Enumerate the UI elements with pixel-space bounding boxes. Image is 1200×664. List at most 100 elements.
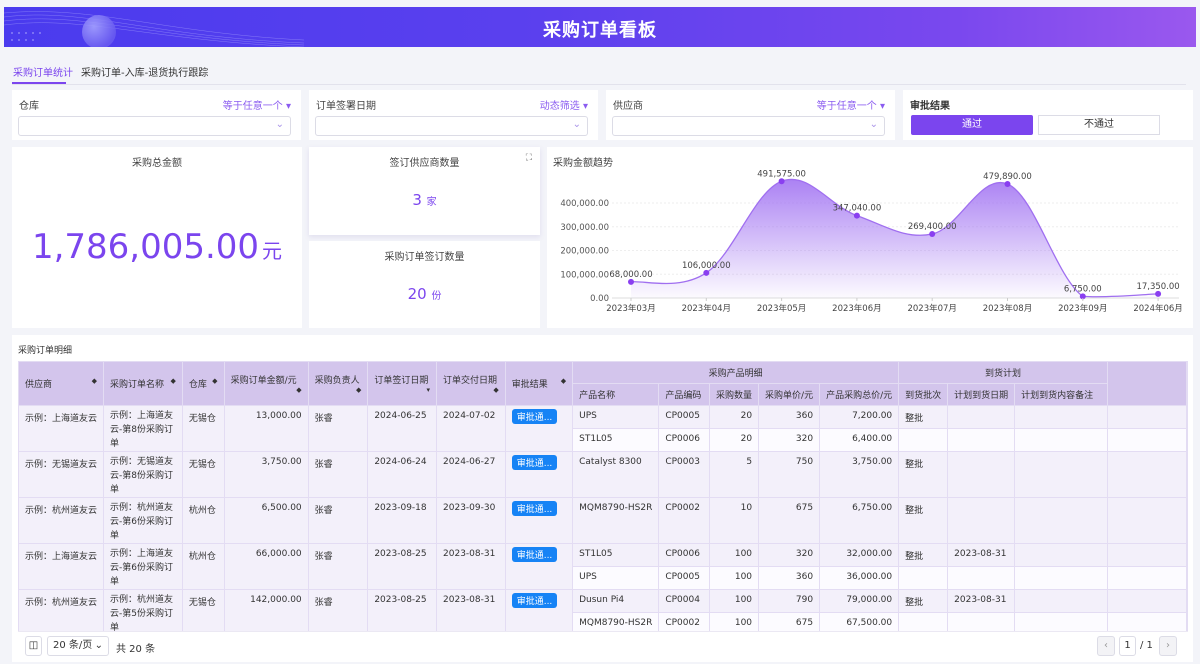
cell-item <box>1014 543 1108 567</box>
table-row[interactable]: UPS CP0005 100 360 36,000.00 <box>19 566 1187 590</box>
approval-badge[interactable]: 审批通... <box>511 455 558 470</box>
column-header[interactable]: 供应商 ◆ <box>18 361 105 406</box>
table-row[interactable]: 示例：无锡道友云 示例：无锡道友云-第8份采购订单 无锡仓 3,750.00 张睿 202… <box>18 451 1187 498</box>
table-row[interactable]: 示例：杭州道友云 示例：杭州道友云-第5份采购订单 无锡仓 142,000.00 张睿 2… <box>18 589 1187 632</box>
data-label: 106,000.00 <box>682 261 731 271</box>
sort-icon[interactable]: ◆ <box>493 386 499 394</box>
cell-name: 示例：无锡道友云-第8份采购订单 <box>103 451 183 498</box>
approval-badge[interactable]: 审批通... <box>511 409 558 424</box>
cell-item: 20 <box>709 428 760 452</box>
orb-decoration <box>82 15 116 47</box>
sort-icon[interactable]: ◆ <box>296 386 302 394</box>
cell-sign: 2024-06-24 <box>367 451 438 498</box>
filter-mode-dropdown[interactable]: 等于任意一个 ▾ <box>817 97 885 112</box>
cell-item <box>1014 612 1108 632</box>
y-tick-label: 400,000.00 <box>560 199 609 209</box>
cell-item: CP0005 <box>658 566 711 590</box>
y-tick-label: 0.00 <box>590 294 609 304</box>
column-header[interactable]: 采购订单金额/元 ◆ <box>223 361 309 406</box>
caret-down-icon: ▾ <box>285 101 291 112</box>
x-tick-label: 2023年06月 <box>832 303 881 314</box>
kpi-unit: 元 <box>262 239 283 263</box>
cell-approval: 审批通... <box>504 543 574 590</box>
cell-item: 790 <box>758 589 821 613</box>
sort-icon[interactable]: ◆ <box>355 386 362 394</box>
sign-date-select[interactable]: ⌄ <box>315 116 588 136</box>
page-input[interactable]: 1 <box>1119 636 1136 656</box>
cell-deliver: 2024-06-27 <box>436 451 506 498</box>
filter-supplier: 供应商 等于任意一个 ▾ ⌄ <box>606 90 895 140</box>
group-header-products: 采购产品明细 <box>572 361 900 384</box>
cell-deliver: 2023-08-31 <box>436 589 506 632</box>
header-banner: 采购订单看板 <box>4 7 1196 47</box>
x-tick-label: 2023年04月 <box>682 303 731 314</box>
data-point[interactable] <box>853 212 860 219</box>
data-point[interactable] <box>703 269 710 276</box>
approval-fail-button[interactable]: 不通过 <box>1038 115 1160 135</box>
cell-deliver: 2023-08-31 <box>436 543 506 590</box>
data-point[interactable] <box>1155 290 1162 297</box>
table-row[interactable]: 示例：杭州道友云 示例：杭州道友云-第6份采购订单 杭州仓 6,500.00 张睿 202… <box>18 497 1187 544</box>
column-header-label: 订单签订日期 <box>374 376 429 386</box>
filter-mode-dropdown[interactable]: 等于任意一个 ▾ <box>223 97 291 112</box>
data-point[interactable] <box>628 278 634 285</box>
x-tick-label: 2024年06月 <box>1133 303 1182 314</box>
data-point[interactable] <box>1004 181 1011 188</box>
page-size-select[interactable]: 20 条/页 ⌄ <box>47 636 109 656</box>
approval-badge[interactable]: 审批通... <box>511 547 558 562</box>
cell-item: CP0006 <box>658 543 711 567</box>
cell-item <box>1014 405 1108 429</box>
tab-execution-tracking[interactable]: 采购订单-入库-退货执行跟踪 <box>81 68 209 79</box>
next-page-button[interactable]: › <box>1159 636 1177 656</box>
approval-pass-button[interactable]: 通过 <box>911 115 1033 135</box>
warehouse-select[interactable]: ⌄ <box>18 116 291 136</box>
sort-icon[interactable]: ◆ <box>91 377 98 385</box>
approval-badge[interactable]: 审批通... <box>511 501 558 516</box>
prev-page-button[interactable]: ‹ <box>1097 636 1115 656</box>
sort-icon[interactable]: ◆ <box>560 377 567 385</box>
fullscreen-icon[interactable]: ⛶ <box>525 153 532 163</box>
cell-item: 100 <box>709 589 760 613</box>
cell-item: ST1L05 <box>572 543 660 567</box>
cell-item <box>1014 451 1108 498</box>
table-row[interactable]: ST1L05 CP0006 20 320 6,400.00 <box>19 428 1187 452</box>
table-scroll[interactable]: 供应商 ◆ 采购订单名称 ◆ 仓库 ◆ 采购订单金额/元 ◆ 采购负责人 ◆ 订单签订日期 ▾ 订单交付… <box>18 361 1188 632</box>
data-label: 347,040.00 <box>833 204 882 214</box>
column-header[interactable]: 审批结果 ◆ <box>504 361 574 406</box>
cell-supplier: 示例：上海道友云 <box>18 543 105 590</box>
x-tick-label: 2023年08月 <box>983 303 1032 314</box>
cell-blank <box>1106 497 1187 544</box>
cell-owner: 张睿 <box>307 451 369 498</box>
filter-label: 仓库 <box>19 101 39 112</box>
cell-item: 79,000.00 <box>819 589 900 613</box>
cell-sign: 2024-06-25 <box>367 405 438 452</box>
cell-item: 6,750.00 <box>819 497 900 544</box>
table-row[interactable]: 示例：上海道友云 示例：上海道友云-第6份采购订单 杭州仓 66,000.00 张睿 20… <box>18 543 1187 590</box>
column-header: 到货批次 <box>898 383 949 406</box>
data-label: 68,000.00 <box>609 270 652 280</box>
column-header[interactable]: 仓库 ◆ <box>181 361 225 406</box>
cell-item: 整批 <box>898 405 949 429</box>
cell-item <box>898 428 949 452</box>
sort-icon[interactable]: ◆ <box>212 377 218 385</box>
column-settings-icon[interactable]: ◫ <box>25 636 42 656</box>
supplier-select[interactable]: ⌄ <box>612 116 885 136</box>
filter-mode-dropdown[interactable]: 动态筛选 ▾ <box>540 97 588 112</box>
column-header[interactable]: 订单签订日期 ▾ <box>367 361 438 406</box>
sort-icon[interactable]: ◆ <box>170 377 176 385</box>
column-header[interactable]: 采购负责人 ◆ <box>307 361 369 406</box>
cell-item <box>1014 428 1108 452</box>
tab-order-stats[interactable]: 采购订单统计 <box>13 68 73 79</box>
table-row[interactable]: MQM8790-HS2R CP0002 100 675 67,500.00 <box>19 612 1187 632</box>
column-header[interactable]: 采购订单名称 ◆ <box>103 361 183 406</box>
cell-item: 10 <box>709 497 760 544</box>
data-point[interactable] <box>1079 293 1086 300</box>
data-point[interactable] <box>929 231 936 238</box>
approval-badge[interactable]: 审批通... <box>511 593 558 608</box>
column-header[interactable]: 订单交付日期 ◆ <box>436 361 506 406</box>
cell-warehouse: 杭州仓 <box>181 543 225 590</box>
sort-desc-icon[interactable]: ▾ <box>426 386 431 394</box>
data-point[interactable] <box>778 178 785 185</box>
kpi-order-count: 采购订单签订数量 20 份 <box>309 241 540 328</box>
table-row[interactable]: 示例：上海道友云 示例：上海道友云-第8份采购订单 无锡仓 13,000.00 张睿 20… <box>18 405 1187 452</box>
